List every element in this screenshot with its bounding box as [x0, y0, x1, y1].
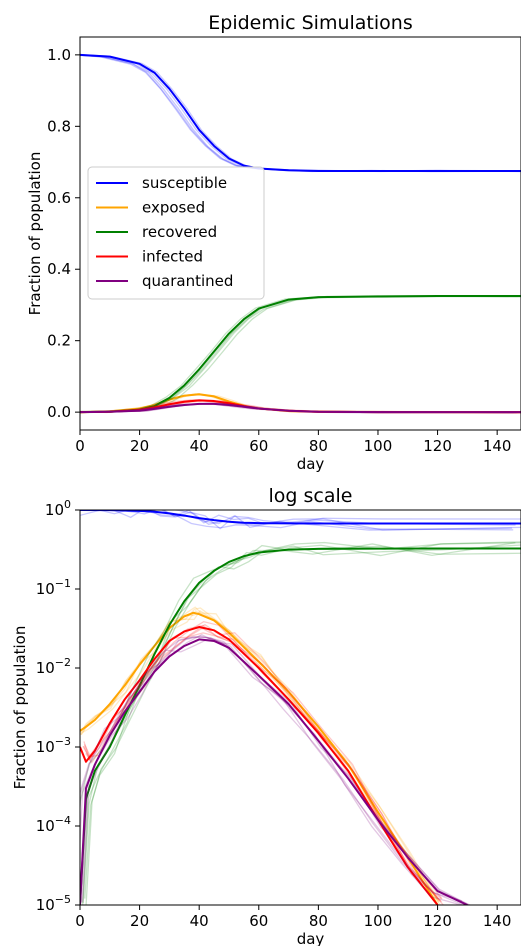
top-susceptible-run-line: [80, 54, 514, 172]
bottom-axes-frame: [79, 509, 521, 906]
top-x-axis-label: day: [297, 455, 325, 473]
bottom-infected-run-line: [85, 623, 444, 905]
top-recovered-run-line: [80, 295, 518, 413]
legend-label-quarantined: quarantined: [142, 272, 233, 290]
top-x-tick-label: 0: [75, 437, 85, 455]
bottom-susceptible-run-line: [111, 510, 513, 531]
bottom-susceptible-run-line: [80, 510, 516, 526]
legend-label-recovered: recovered: [142, 223, 217, 241]
bottom-y-tick-label: 10−5: [36, 893, 71, 914]
top-series-group: [80, 53, 521, 414]
bottom-x-axis-label: day: [297, 930, 325, 946]
bottom-exposed-run-line: [80, 607, 440, 902]
top-recovered-line: [80, 295, 521, 414]
bottom-recovered-run-line: [85, 541, 521, 905]
top-y-tick-label: 0.8: [47, 117, 71, 135]
bottom-y-tick-label: 10−1: [36, 577, 71, 598]
top-y-tick-label: 0.2: [47, 332, 71, 350]
top-x-tick-label: 80: [309, 437, 328, 455]
bottom-exposed-line: [80, 611, 439, 905]
bottom-quarantined-run-line: [80, 637, 465, 905]
top-chart-title: Epidemic Simulations: [208, 12, 412, 34]
top-x-tick-label: 140: [483, 437, 512, 455]
top-susceptible-run-line: [80, 54, 519, 172]
bottom-x-tick-label: 80: [309, 912, 328, 930]
top-y-tick-label: 0.0: [47, 403, 71, 421]
bottom-quarantined-run-line: [81, 633, 471, 905]
bottom-y-axis-label: Fraction of population: [11, 626, 29, 790]
bottom-x-tick-label: 0: [75, 912, 85, 930]
bottom-susceptible-run-line: [96, 510, 521, 525]
bottom-x-tick-label: 100: [364, 912, 393, 930]
top-quarantined-line: [80, 402, 521, 414]
bottom-y-tick-label: 100: [45, 498, 71, 519]
top-recovered-run-line: [82, 295, 521, 413]
top-x-tick-label: 60: [249, 437, 268, 455]
bottom-y-tick-label: 10−2: [36, 656, 71, 677]
top-susceptible-run-line: [80, 54, 513, 172]
top-recovered-run-line: [84, 295, 521, 413]
legend-label-susceptible: susceptible: [142, 174, 227, 192]
top-recovered-run-line: [81, 294, 521, 413]
bottom-series-group: [80, 510, 521, 905]
bottom-x-tick-label: 40: [190, 912, 209, 930]
bottom-recovered-run-line: [82, 544, 521, 904]
top-x-tick-label: 120: [423, 437, 452, 455]
bottom-quarantined-run-line: [80, 635, 470, 905]
bottom-susceptible-line: [80, 510, 521, 525]
top-panel: 0 20 40 60 80 100 120 140 0.0 0.2 0.4 0.6 0.8 1.0 Epid…: [26, 12, 521, 473]
top-y-tick-label: 1.0: [47, 46, 71, 64]
bottom-infected-run-line: [83, 620, 443, 900]
bottom-x-tick-label: 20: [130, 912, 149, 930]
bottom-chart-title: log scale: [269, 485, 353, 507]
top-susceptible-line: [80, 53, 521, 172]
bottom-susceptible-run-line: [123, 510, 521, 531]
top-x-tick-label: 40: [190, 437, 209, 455]
legend-box: [87, 166, 265, 300]
legend: susceptible exposed recovered infected quara…: [87, 166, 265, 300]
bottom-x-tick-label: 60: [249, 912, 268, 930]
bottom-quarantined-run-line: [80, 636, 462, 905]
top-x-tick-label: 20: [130, 437, 149, 455]
top-x-tick-label: 100: [364, 437, 393, 455]
bottom-recovered-run-line: [82, 542, 521, 905]
bottom-quarantined-line: [80, 638, 468, 905]
bottom-y-tick-label: 10−4: [36, 814, 71, 835]
legend-label-exposed: exposed: [142, 199, 205, 217]
top-y-tick-label: 0.4: [47, 260, 71, 278]
bottom-quarantined-run-line: [80, 636, 463, 902]
bottom-exposed-run-line: [80, 609, 439, 903]
top-susceptible-run-line: [80, 54, 515, 173]
bottom-recovered-line: [80, 547, 521, 905]
bottom-exposed-run-line: [81, 606, 441, 903]
bottom-infected-line: [80, 626, 439, 905]
top-y-tick-label: 0.6: [47, 189, 71, 207]
top-recovered-run-line: [88, 295, 521, 414]
bottom-panel: 0 20 40 60 80 100 120 140 100 10−1 10−2 10−3 10−4 10−…: [11, 485, 521, 946]
legend-label-infected: infected: [142, 248, 203, 266]
top-y-axis-label: Fraction of population: [26, 152, 44, 316]
bottom-x-tick-label: 120: [423, 912, 452, 930]
bottom-x-tick-label: 140: [483, 912, 512, 930]
bottom-y-tick-label: 10−3: [36, 735, 71, 756]
top-axes-frame: [79, 36, 521, 431]
